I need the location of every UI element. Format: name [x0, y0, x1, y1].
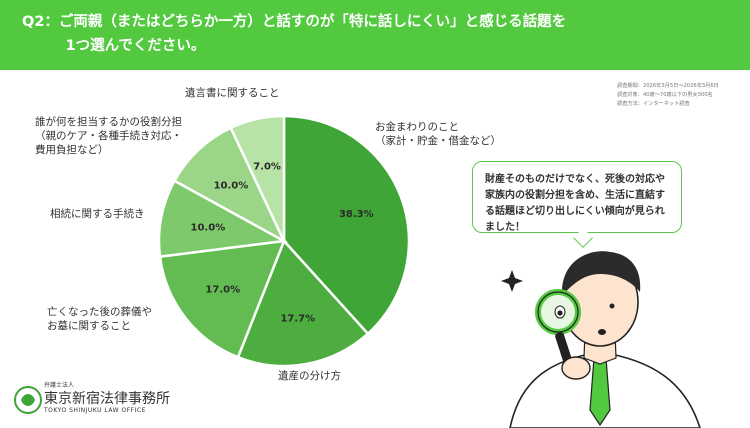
survey-period: 調査期間：2026年3月5日～2026年3月6日: [617, 83, 719, 89]
pie-chart: 38.3% 17.7% 17.0% 10.0% 10.0% 7.0%: [157, 114, 411, 368]
value-label-inheritance-procedure: 10.0%: [191, 222, 226, 233]
question-title: Q2：ご両親（またはどちらか一方）と話すのが「特に話しにくい」と感じる話題を 1…: [22, 14, 567, 54]
law-office-logo: [14, 386, 42, 414]
category-label-money: お金まわりのこと （家計・貯金・借金など）: [375, 121, 501, 147]
category-label-will: 遺言書に関すること: [185, 87, 280, 99]
survey-info: 調査期間：2026年3月5日～2026年3月6日 調査対象：40歳～70歳以下の…: [617, 82, 719, 109]
pie-slice-estate-division: [236, 238, 370, 368]
logo-name: 東京新宿法律事務所: [44, 391, 170, 407]
value-label-estate-division: 17.7%: [280, 313, 315, 324]
category-label-role-sharing: 誰が何を担当するかの役割分担 （親のケア・各種手続き対応・ 費用負担など）: [35, 116, 182, 156]
value-label-role-sharing: 10.0%: [214, 181, 249, 192]
man-with-magnifier-illustration: [501, 251, 701, 428]
pie-slice-will: [229, 114, 286, 242]
value-label-funeral: 17.0%: [205, 285, 240, 296]
pie-slice-inheritance-procedure: [157, 179, 288, 259]
comment-text: 財産そのものだけでなく、死後の対応や家族内の役割分担を含め、生活に直結する話題ほ…: [485, 174, 665, 233]
value-label-will: 7.0%: [253, 161, 281, 172]
category-label-inheritance-procedure: 相続に関する手続き: [50, 208, 145, 220]
value-label-money: 38.3%: [339, 209, 374, 220]
logo-roman: TOKYO SHINJUKU LAW OFFICE: [44, 407, 146, 414]
comment-bubble: 財産そのものだけでなく、死後の対応や家族内の役割分担を含め、生活に直結する話題ほ…: [472, 161, 682, 233]
logo-subtitle: 弁護士法人: [44, 382, 75, 389]
pie-slice-money: [282, 114, 411, 336]
pie-slice-funeral: [158, 239, 286, 359]
survey-method: 調査方法：インターネット調査: [617, 101, 690, 107]
category-label-funeral: 亡くなった後の葬儀や お墓に関すること: [47, 306, 152, 332]
category-label-estate-division: 遺産の分け方: [278, 370, 341, 382]
survey-target: 調査対象：40歳～70歳以下の男女300名: [617, 92, 713, 98]
pie-slice-role-sharing: [172, 126, 287, 244]
question-header: Q2：ご両親（またはどちらか一方）と話すのが「特に話しにくい」と感じる話題を 1…: [0, 0, 750, 70]
